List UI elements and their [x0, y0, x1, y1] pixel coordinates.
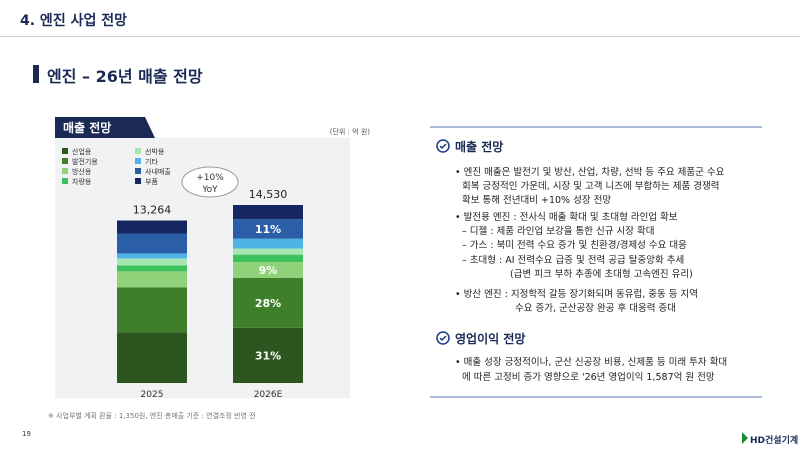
legend-label: 산업용	[72, 147, 92, 156]
legend-label: 기타	[145, 157, 158, 166]
text-line: 수요 증가, 군산공장 완공 후 대응력 증대	[515, 303, 676, 314]
text-line: 확보 통해 전년대비 +10% 성장 전망	[462, 195, 612, 206]
legend-label: 부품	[145, 178, 158, 186]
section-heading: 매출 전망	[455, 139, 503, 154]
check-icon	[439, 143, 447, 150]
text-line: • 엔진 매출은 발전기 및 방산, 산업, 차량, 선박 등 주요 제품군 수…	[455, 167, 725, 178]
check-icon	[439, 335, 447, 342]
bar-segment	[117, 271, 187, 288]
bar-segment	[117, 220, 187, 234]
value-label: 28%	[255, 297, 281, 310]
bar-segment	[233, 219, 303, 239]
legend-label: 선박용	[145, 147, 165, 156]
text-line: • 방산 엔진 : 지정학적 갈등 장기화되며 동유럽, 중동 등 지역	[455, 289, 699, 300]
text-line: – 가스 : 북미 전력 수요 증가 및 친환경/경제성 수요 대응	[462, 240, 687, 251]
legend-label: 발전기용	[72, 157, 98, 166]
text-line: – 초대형 : AI 전력수요 급증 및 전력 공급 탈중앙화 추세	[462, 255, 685, 266]
legend-swatch	[135, 158, 141, 164]
legend-swatch	[62, 178, 68, 184]
unit: (단위 : 억 원)	[330, 127, 371, 136]
section-heading: 영업이익 전망	[455, 331, 525, 346]
footnote: ※ 사업부별 계획 환율 : 1,350원, 엔진 총매출 기준 : 연결조정 …	[48, 411, 256, 420]
legend-label: 방산용	[72, 167, 92, 176]
chart-tab	[55, 117, 155, 138]
value-label: 31%	[255, 349, 281, 362]
logo: HD건설기계	[750, 434, 798, 446]
check-icon	[436, 331, 450, 345]
legend-swatch	[135, 148, 141, 154]
bar-segment	[233, 327, 303, 383]
value-label: 11%	[255, 223, 281, 236]
divider	[0, 36, 800, 37]
text-line: • 매출 성장 긍정적이나, 군산 신공장 비용, 신제품 등 미래 투자 확대	[455, 357, 728, 368]
total-label: 13,264	[133, 204, 172, 217]
yoy: YoY	[201, 185, 218, 195]
text-line: • 발전용 엔진 : 전사식 매출 확대 및 초대형 라인업 확보	[455, 212, 678, 223]
text-line: 에 따른 고정비 증가 영향으로 '26년 영업이익 1,587억 원 전망	[462, 372, 715, 383]
legend-swatch	[135, 168, 141, 174]
text-line: 회복 긍정적인 가운데, 시장 및 고객 니즈에 부합하는 제품 경쟁력	[462, 181, 720, 192]
logo-mark	[742, 432, 748, 444]
yoy-bubble	[181, 166, 239, 198]
page-header: 4. 엔진 사업 전망	[20, 13, 127, 29]
bar-segment	[117, 258, 187, 266]
text-line: – 디젤 : 제품 라인업 보강을 통한 신규 시장 확대	[462, 226, 655, 237]
bar-segment	[117, 287, 187, 333]
bar-segment	[117, 265, 187, 272]
x-tick-label: 2025	[141, 390, 164, 400]
bar-segment	[233, 277, 303, 328]
bar-segment	[117, 332, 187, 383]
chart-title: 매출 전망	[63, 120, 111, 135]
page-number: 19	[22, 430, 31, 438]
bar-segment	[117, 233, 187, 254]
section-title: 엔진 – 26년 매출 전망	[47, 67, 203, 86]
text-line: (급변 피크 부하 추종에 초대형 고속엔진 유리)	[510, 269, 693, 280]
legend-label: 차량용	[72, 177, 92, 186]
total-label: 14,530	[249, 188, 288, 201]
x-tick-label: 2026E	[254, 390, 283, 400]
check-icon	[436, 139, 450, 153]
legend-label: 사내매출	[145, 167, 171, 176]
yoy: +10%	[196, 173, 224, 183]
legend-swatch	[62, 168, 68, 174]
marker	[33, 65, 39, 83]
legend-swatch	[62, 158, 68, 164]
bar-segment	[233, 261, 303, 278]
bar-segment	[233, 254, 303, 262]
bar-segment	[233, 205, 303, 220]
bar-segment	[117, 253, 187, 259]
value-label: 9%	[259, 264, 278, 277]
bar-segment	[233, 248, 303, 255]
bar-segment	[233, 238, 303, 249]
legend-swatch	[135, 178, 141, 184]
legend-swatch	[62, 148, 68, 154]
